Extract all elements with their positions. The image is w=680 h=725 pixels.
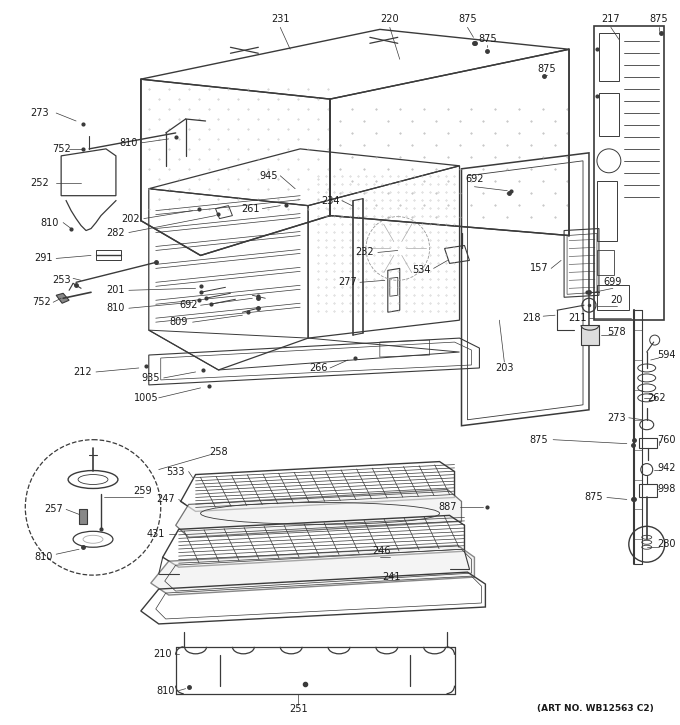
- Text: 534: 534: [412, 265, 431, 276]
- Text: 277: 277: [339, 278, 358, 287]
- Text: 273: 273: [607, 413, 626, 423]
- Text: 810: 810: [34, 552, 52, 562]
- Text: 875: 875: [538, 65, 556, 74]
- Text: 760: 760: [658, 435, 676, 444]
- Text: 201: 201: [107, 286, 125, 295]
- Text: 202: 202: [122, 214, 140, 223]
- Text: 258: 258: [209, 447, 228, 457]
- Text: 257: 257: [44, 505, 63, 515]
- Text: 810: 810: [156, 686, 175, 696]
- Text: 810: 810: [107, 303, 125, 313]
- Text: 220: 220: [381, 14, 399, 25]
- Text: 699: 699: [604, 278, 622, 287]
- Text: 810: 810: [120, 138, 138, 148]
- Text: 875: 875: [458, 14, 477, 25]
- Text: 203: 203: [495, 363, 513, 373]
- Text: 157: 157: [530, 263, 549, 273]
- Text: 261: 261: [241, 204, 260, 214]
- Text: 533: 533: [167, 467, 185, 476]
- Text: 247: 247: [156, 494, 175, 505]
- Polygon shape: [581, 325, 599, 345]
- Text: 887: 887: [439, 502, 457, 513]
- Text: 692: 692: [180, 300, 198, 310]
- Polygon shape: [151, 545, 475, 595]
- Polygon shape: [79, 510, 87, 524]
- Text: 266: 266: [309, 363, 327, 373]
- Text: 875: 875: [478, 34, 496, 44]
- Text: 212: 212: [73, 367, 92, 377]
- Text: 218: 218: [522, 313, 541, 323]
- Polygon shape: [175, 489, 462, 537]
- Text: 875: 875: [649, 14, 668, 25]
- Text: 211: 211: [568, 313, 586, 323]
- Text: 945: 945: [259, 171, 277, 181]
- Text: 210: 210: [154, 649, 172, 659]
- Text: 273: 273: [30, 108, 48, 118]
- Text: 1005: 1005: [133, 393, 158, 403]
- Text: 251: 251: [289, 703, 307, 713]
- Text: 282: 282: [107, 228, 125, 238]
- Text: 875: 875: [585, 492, 603, 502]
- Text: 594: 594: [658, 350, 676, 360]
- Text: 692: 692: [465, 174, 483, 183]
- Text: 291: 291: [34, 254, 52, 263]
- Text: 231: 231: [271, 14, 290, 25]
- Polygon shape: [56, 294, 69, 303]
- Text: 942: 942: [658, 463, 676, 473]
- Text: 246: 246: [373, 546, 391, 556]
- Text: 252: 252: [30, 178, 48, 188]
- Text: 217: 217: [602, 14, 620, 25]
- Text: (ART NO. WB12563 C2): (ART NO. WB12563 C2): [537, 704, 653, 713]
- Text: 259: 259: [133, 486, 152, 497]
- Text: 234: 234: [321, 196, 339, 206]
- Text: 431: 431: [147, 529, 165, 539]
- Text: 578: 578: [607, 327, 626, 337]
- Text: 232: 232: [356, 247, 374, 257]
- Text: 810: 810: [40, 218, 58, 228]
- Text: 809: 809: [169, 317, 188, 327]
- Text: 752: 752: [52, 144, 71, 154]
- Text: 241: 241: [383, 572, 401, 582]
- Text: 253: 253: [52, 276, 71, 286]
- Text: 262: 262: [647, 393, 666, 403]
- Text: 875: 875: [530, 435, 549, 444]
- Text: 998: 998: [658, 484, 676, 494]
- Text: 752: 752: [32, 297, 50, 307]
- Text: 20: 20: [611, 295, 623, 305]
- Text: 280: 280: [658, 539, 676, 550]
- Text: 935: 935: [141, 373, 160, 383]
